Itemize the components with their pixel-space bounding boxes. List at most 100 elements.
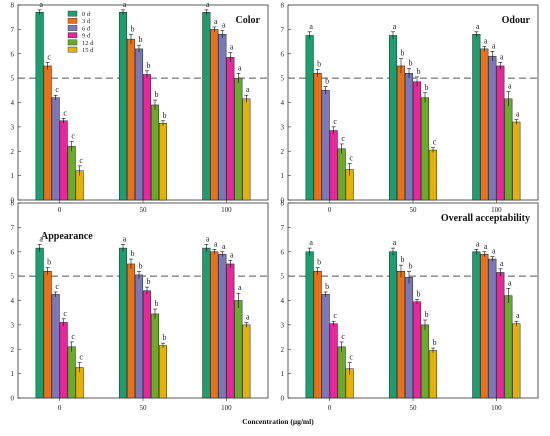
bar xyxy=(420,97,430,201)
x-tick-label: 50 xyxy=(410,206,418,214)
bar xyxy=(313,73,322,201)
y-tick-label: 2 xyxy=(11,148,15,156)
y-tick-label: 7 xyxy=(11,224,15,232)
significance-label: b xyxy=(409,261,413,270)
significance-label: c xyxy=(349,353,353,362)
bar xyxy=(134,48,144,201)
legend-label: 6 d xyxy=(82,25,91,32)
x-tick-label: 0 xyxy=(58,404,62,412)
y-tick-label: 8 xyxy=(11,2,15,10)
significance-label: a xyxy=(222,242,226,251)
significance-label: c xyxy=(341,134,345,143)
significance-label: b xyxy=(131,249,135,258)
bar xyxy=(504,98,513,201)
significance-label: a xyxy=(246,312,250,321)
bar xyxy=(242,324,251,399)
x-tick-label: 50 xyxy=(140,404,148,412)
significance-label: a xyxy=(500,52,504,61)
significance-label: a xyxy=(516,110,520,119)
significance-label: a xyxy=(516,311,520,320)
x-tick-label: 50 xyxy=(410,404,418,412)
significance-label: a xyxy=(206,0,210,9)
bar xyxy=(43,65,52,201)
bar xyxy=(234,300,243,399)
bar xyxy=(126,38,136,201)
bar xyxy=(496,272,505,399)
significance-label: c xyxy=(55,85,59,94)
significance-label: a xyxy=(230,43,234,52)
y-tick-label: 7 xyxy=(11,26,15,34)
significance-label: b xyxy=(147,277,151,286)
bar xyxy=(472,34,481,201)
significance-label: b xyxy=(155,299,159,308)
bar xyxy=(428,350,438,399)
bar xyxy=(202,247,211,399)
significance-label: b xyxy=(325,77,329,86)
y-tick-label: 4 xyxy=(11,99,15,107)
significance-label: a xyxy=(484,36,488,45)
bar xyxy=(512,323,521,399)
bar xyxy=(59,120,68,201)
y-tick-label: 8 xyxy=(281,2,285,10)
significance-label: c xyxy=(63,309,67,318)
significance-label: b xyxy=(317,60,321,69)
significance-label: a xyxy=(492,247,496,256)
bar xyxy=(504,295,513,399)
bar xyxy=(150,104,160,201)
bar xyxy=(337,346,346,399)
bar xyxy=(210,251,219,399)
significance-label: a xyxy=(492,41,496,50)
significance-label: a xyxy=(206,234,210,243)
bar xyxy=(496,65,505,201)
bar xyxy=(35,247,44,399)
y-tick-label: 0 xyxy=(281,197,285,205)
bar xyxy=(59,322,68,399)
bar xyxy=(480,48,489,201)
bar xyxy=(321,294,330,399)
significance-label: b xyxy=(139,261,143,270)
significance-label: b xyxy=(163,333,167,342)
significance-label: b xyxy=(155,90,159,99)
bar xyxy=(43,271,52,399)
y-tick-label: 0 xyxy=(11,395,15,403)
y-tick-label: 5 xyxy=(281,273,285,281)
bar xyxy=(118,12,128,201)
bar xyxy=(480,253,489,399)
significance-label: c xyxy=(341,332,345,341)
y-tick-label: 4 xyxy=(281,297,285,305)
y-tick-label: 2 xyxy=(281,148,285,156)
significance-label: a xyxy=(393,22,397,31)
significance-label: a xyxy=(214,239,218,248)
bar xyxy=(412,81,422,201)
y-tick-label: 2 xyxy=(11,346,15,354)
significance-label: a xyxy=(484,242,488,251)
legend-label: 0 d xyxy=(82,11,91,18)
significance-label: c xyxy=(79,353,83,362)
significance-label: a xyxy=(222,21,226,30)
x-tick-label: 100 xyxy=(221,404,232,412)
bar xyxy=(305,35,314,201)
panel-title: Odour xyxy=(502,15,531,26)
significance-label: a xyxy=(309,22,313,31)
significance-label: a xyxy=(393,238,397,247)
bar xyxy=(142,74,152,201)
bar xyxy=(226,57,235,201)
legend-swatch xyxy=(67,32,78,38)
bar xyxy=(321,90,330,201)
bar xyxy=(35,12,44,201)
bar xyxy=(118,247,128,399)
panel-title: Appearance xyxy=(41,231,93,242)
significance-label: b xyxy=(47,258,51,267)
bar xyxy=(134,274,144,399)
bar xyxy=(150,313,160,399)
x-tick-label: 100 xyxy=(491,404,502,412)
y-tick-label: 0 xyxy=(281,395,285,403)
bar xyxy=(396,271,406,399)
y-tick-label: 2 xyxy=(281,346,285,354)
significance-label: c xyxy=(349,153,353,162)
bar xyxy=(67,346,76,399)
y-tick-label: 1 xyxy=(11,370,15,378)
x-tick-label: 100 xyxy=(491,206,502,214)
